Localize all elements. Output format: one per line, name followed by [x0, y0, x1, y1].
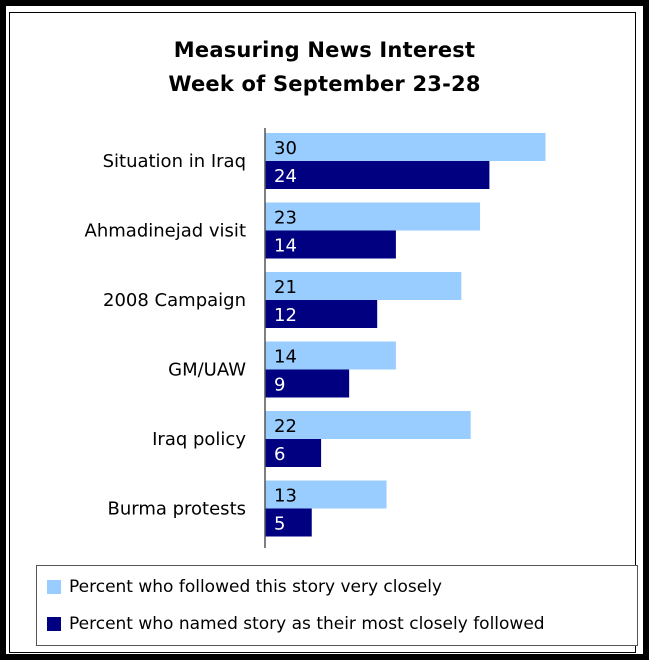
category-label-burma-protests: Burma protests [107, 499, 246, 520]
category-label-gm-uaw: GM/UAW [168, 360, 246, 381]
chart-title: Measuring News Interest [173, 38, 476, 62]
data-label-gm-uaw-series1: 14 [274, 347, 297, 368]
legend-label-very-closely: Percent who followed this story very clo… [69, 577, 442, 597]
data-label-2008-campaign-series1: 21 [274, 277, 297, 298]
data-label-ahmadinejad-visit-series1: 23 [274, 208, 297, 229]
legend-label-most-closely: Percent who named story as their most cl… [69, 614, 545, 634]
data-label-burma-protests-series2: 5 [274, 514, 285, 535]
data-label-iraq-policy-series2: 6 [274, 444, 285, 465]
legend-item-most-closely: Percent who named story as their most cl… [47, 612, 545, 636]
bar-ahmadinejad-visit-series2 [265, 230, 396, 259]
bar-burma-protests-series2 [265, 508, 312, 537]
bar-burma-protests-series1 [265, 480, 387, 509]
data-label-burma-protests-series1: 13 [274, 486, 297, 507]
bar-gm-uaw-series1 [265, 341, 396, 370]
category-label-situation-in-iraq: Situation in Iraq [103, 151, 246, 172]
bar-iraq-policy-series1 [265, 411, 471, 439]
bar-situation-in-iraq-series1 [265, 133, 546, 161]
data-label-iraq-policy-series1: 22 [274, 416, 297, 437]
legend: Percent who followed this story very clo… [36, 565, 638, 646]
chart-frame [9, 12, 636, 653]
data-label-ahmadinejad-visit-series2: 14 [274, 236, 297, 257]
bar-2008-campaign-series1 [265, 272, 462, 300]
bar-iraq-policy-series2 [265, 439, 322, 467]
bar-2008-campaign-series2 [265, 300, 378, 328]
chart-subtitle: Week of September 23-28 [168, 72, 481, 96]
category-label-ahmadinejad-visit: Ahmadinejad visit [85, 221, 246, 242]
legend-item-very-closely: Percent who followed this story very clo… [47, 575, 442, 599]
data-label-situation-in-iraq-series2: 24 [274, 166, 297, 187]
category-label-iraq-policy: Iraq policy [152, 429, 246, 450]
bar-gm-uaw-series2 [265, 369, 350, 398]
legend-swatch-most-closely [47, 617, 61, 631]
data-label-2008-campaign-series2: 12 [274, 305, 297, 326]
category-label-2008-campaign: 2008 Campaign [103, 290, 246, 311]
data-label-situation-in-iraq-series1: 30 [274, 138, 297, 159]
bar-situation-in-iraq-series2 [265, 161, 490, 189]
legend-swatch-very-closely [47, 580, 61, 594]
bar-ahmadinejad-visit-series1 [265, 202, 481, 231]
data-label-gm-uaw-series2: 9 [274, 375, 285, 396]
